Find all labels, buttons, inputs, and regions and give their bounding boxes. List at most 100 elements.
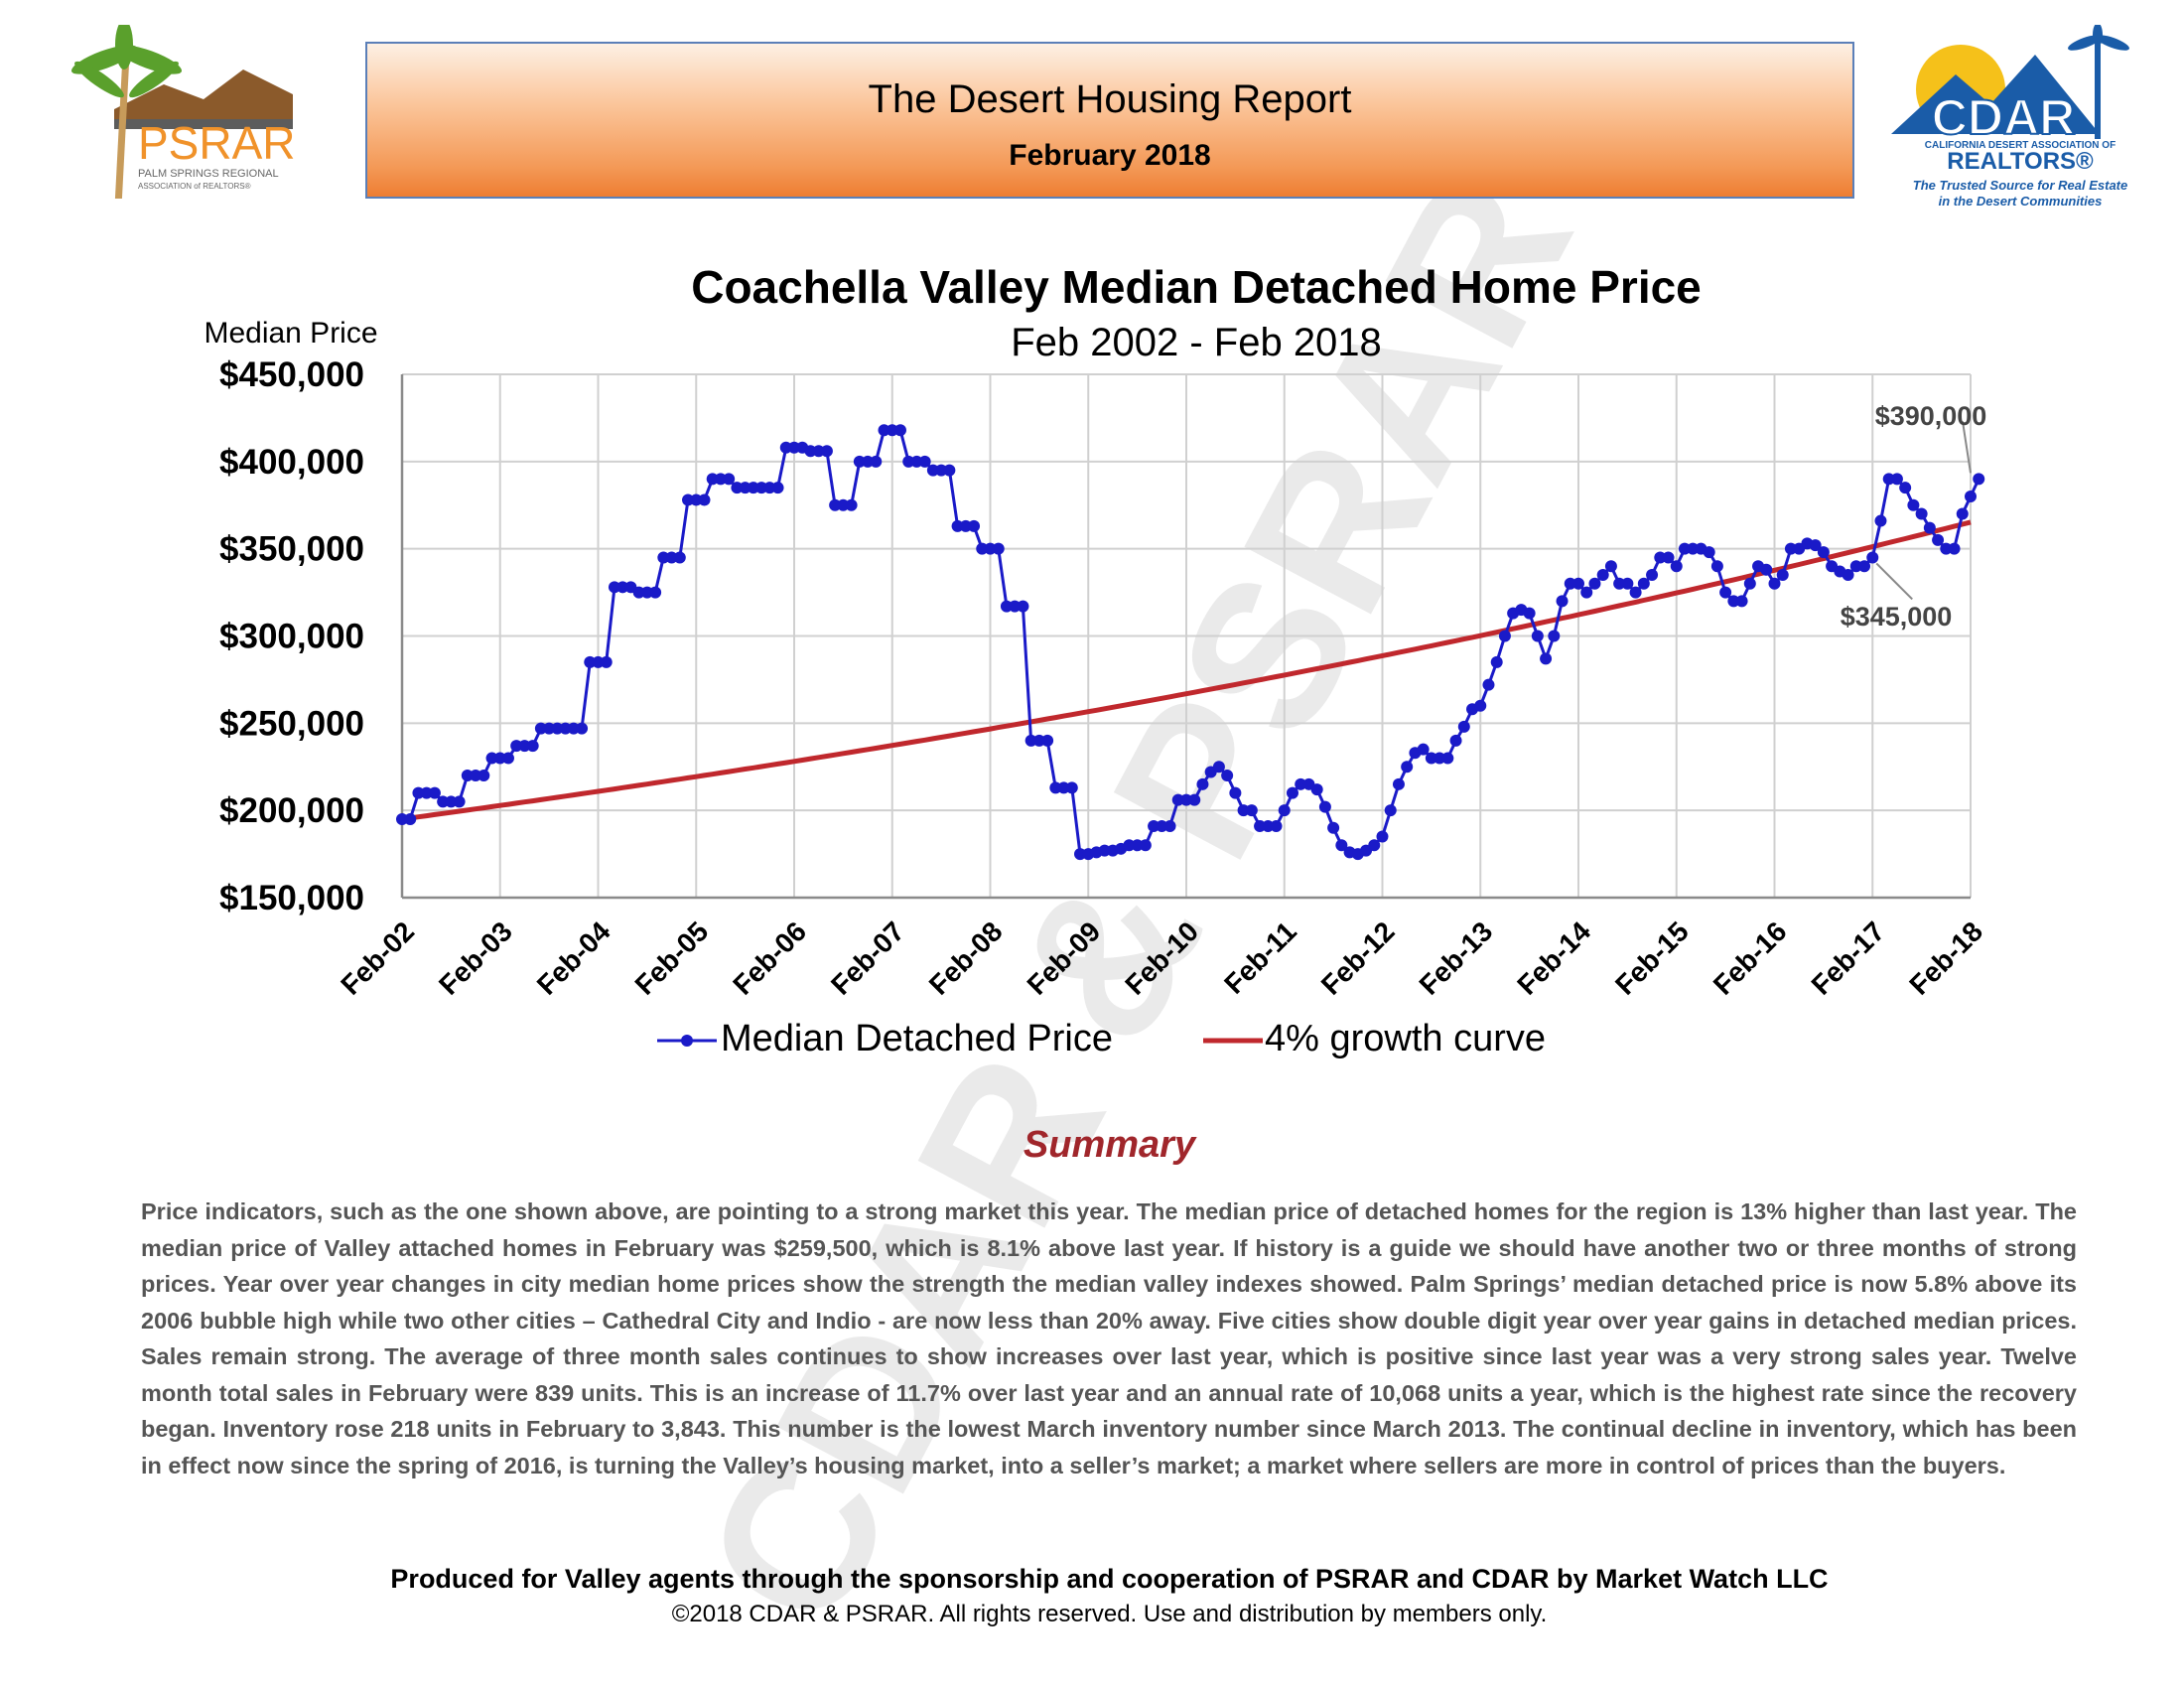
chart-axes bbox=[400, 374, 1971, 900]
median-price-point bbox=[1776, 569, 1789, 582]
median-price-point bbox=[396, 812, 408, 825]
median-price-point bbox=[1604, 560, 1617, 573]
palm-leaves-icon bbox=[2067, 25, 2130, 51]
median-price-point bbox=[461, 770, 474, 782]
median-price-point bbox=[1032, 734, 1045, 747]
median-price-point bbox=[1858, 560, 1871, 573]
median-price-point bbox=[510, 740, 523, 753]
median-price-point bbox=[616, 581, 629, 594]
cdar-tagline-2: in the Desert Communities bbox=[1939, 194, 2103, 209]
median-price-point bbox=[1098, 844, 1111, 857]
median-price-point bbox=[1531, 630, 1544, 642]
median-price-point bbox=[673, 551, 686, 564]
psrar-logo: PSRAR PALM SPRINGS REGIONAL ASSOCIATION … bbox=[70, 25, 295, 199]
median-price-point bbox=[1009, 600, 1022, 613]
median-price-point bbox=[1629, 586, 1642, 599]
median-price-point bbox=[690, 493, 703, 506]
median-price-point bbox=[1596, 569, 1609, 582]
median-price-point bbox=[518, 740, 531, 753]
median-price-point bbox=[1237, 804, 1250, 817]
y-tick-label: $350,000 bbox=[219, 530, 364, 569]
median-price-point bbox=[820, 445, 833, 458]
median-price-point bbox=[493, 752, 506, 765]
annotation-label: $390,000 bbox=[1875, 401, 1987, 431]
median-price-point bbox=[428, 786, 441, 799]
mountain-icon bbox=[1891, 55, 2100, 134]
median-price-point bbox=[1057, 781, 1070, 794]
median-price-point bbox=[853, 455, 866, 468]
median-price-point bbox=[543, 722, 556, 735]
median-price-point bbox=[453, 795, 466, 808]
median-price-point bbox=[1212, 761, 1225, 774]
median-price-point bbox=[1743, 577, 1756, 590]
median-price-point bbox=[592, 655, 605, 668]
median-price-point bbox=[845, 498, 858, 511]
median-price-point bbox=[1540, 652, 1553, 665]
median-price-point bbox=[1548, 630, 1561, 642]
y-axis-label: Median Price bbox=[204, 317, 377, 350]
median-price-point bbox=[445, 795, 458, 808]
y-tick-label: $200,000 bbox=[219, 791, 364, 830]
chart-title: Coachella Valley Median Detached Home Pr… bbox=[691, 261, 1702, 313]
median-price-point bbox=[1425, 752, 1437, 765]
median-price-point bbox=[1899, 482, 1912, 494]
median-price-point bbox=[559, 722, 572, 735]
x-tick-label: Feb-15 bbox=[1609, 915, 1695, 1001]
median-price-point bbox=[437, 795, 450, 808]
cdar-logo-text: CDAR bbox=[1932, 89, 2075, 145]
median-price-point bbox=[1286, 786, 1298, 799]
median-price-point bbox=[788, 441, 800, 454]
median-price-point bbox=[682, 493, 695, 506]
median-price-point bbox=[747, 482, 759, 494]
x-tick-label: Feb-07 bbox=[825, 915, 910, 1001]
x-tick-label: Feb-02 bbox=[335, 915, 420, 1001]
median-price-point bbox=[534, 722, 547, 735]
median-price-point bbox=[567, 722, 580, 735]
median-price-point bbox=[723, 473, 736, 486]
median-price-point bbox=[1923, 521, 1936, 534]
median-price-point bbox=[984, 542, 997, 555]
median-price-point bbox=[731, 482, 744, 494]
y-tick-labels: $150,000 $200,000 $250,000 $300,000 $350,000… bbox=[219, 355, 364, 917]
median-price-point bbox=[1221, 770, 1234, 782]
median-price-point bbox=[1024, 734, 1037, 747]
median-price-point bbox=[1621, 577, 1634, 590]
chart-legend: Median Detached Price 4% growth curve bbox=[657, 1018, 1546, 1059]
median-price-point bbox=[420, 786, 433, 799]
summary-text: Price indicators, such as the one shown … bbox=[141, 1198, 2077, 1478]
cdar-logo-line-1: CALIFORNIA DESERT ASSOCIATION OF bbox=[1925, 140, 2116, 151]
median-price-point bbox=[1123, 839, 1136, 852]
median-price-point bbox=[1670, 560, 1683, 573]
median-price-point bbox=[1719, 586, 1732, 599]
median-price-point bbox=[1401, 761, 1414, 774]
median-price-point bbox=[1727, 595, 1740, 608]
chart-gridlines bbox=[401, 373, 1972, 899]
summary-heading: Summary bbox=[1023, 1124, 1196, 1166]
median-price-point bbox=[478, 770, 490, 782]
palm-leaves-icon bbox=[70, 25, 183, 98]
median-price-point bbox=[657, 551, 670, 564]
x-tick-label: Feb-16 bbox=[1707, 915, 1793, 1001]
median-price-point bbox=[551, 722, 564, 735]
median-price-point bbox=[886, 424, 898, 437]
median-price-point bbox=[404, 812, 417, 825]
median-price-point bbox=[1580, 586, 1593, 599]
palm-trunk-icon bbox=[114, 64, 129, 199]
cdar-logo: CDAR CALIFORNIA DESERT ASSOCIATION OF RE… bbox=[1891, 25, 2130, 209]
median-price-point bbox=[1229, 786, 1242, 799]
median-price-point bbox=[1588, 577, 1601, 590]
median-price-point bbox=[1262, 819, 1275, 832]
palm-trunk-icon bbox=[2095, 45, 2101, 139]
median-price-point bbox=[878, 424, 890, 437]
psrar-logo-subtext-1: PALM SPRINGS REGIONAL bbox=[138, 168, 279, 180]
x-tick-label: Feb-10 bbox=[1119, 915, 1204, 1001]
median-price-point bbox=[1278, 804, 1291, 817]
median-price-point bbox=[804, 445, 817, 458]
legend-median-label: Median Detached Price bbox=[721, 1018, 1113, 1059]
median-price-point bbox=[1376, 830, 1389, 843]
annotation-label: $345,000 bbox=[1841, 602, 1953, 632]
median-price-point bbox=[1965, 490, 1977, 502]
median-price-point bbox=[1760, 563, 1773, 576]
median-price-point bbox=[714, 473, 727, 486]
median-price-point bbox=[755, 482, 768, 494]
